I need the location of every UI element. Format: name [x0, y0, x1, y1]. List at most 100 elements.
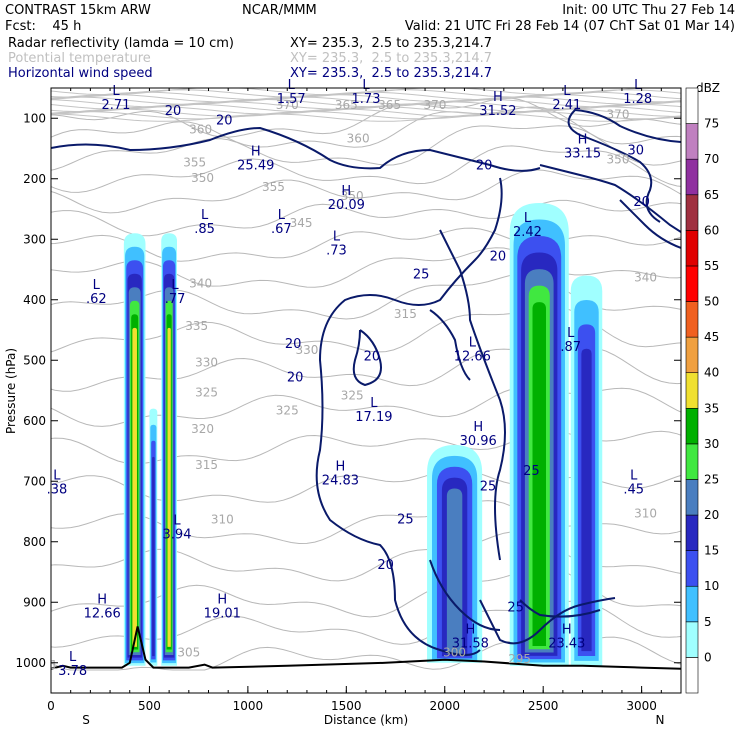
colorbar-level-label: 55	[704, 259, 719, 273]
wind-extremum-value: 1.73	[352, 92, 381, 107]
theta-contour-label: 355	[183, 156, 206, 170]
colorbar-level-label: 30	[704, 437, 719, 451]
wind-extremum-marker: L	[524, 211, 532, 226]
wind-extremum-value: 2.41	[552, 98, 581, 113]
wind-contour-label: 20	[216, 113, 233, 128]
colorbar-level-label: 40	[704, 366, 719, 380]
wind-extremum-value: .45	[623, 482, 644, 497]
wind-speed-contour-line	[439, 229, 506, 561]
theta-upper-contour-line	[51, 111, 681, 120]
y-tick-label: 700	[23, 474, 46, 488]
y-tick-label: 800	[23, 535, 46, 549]
wind-extremum-value: 12.66	[84, 606, 121, 621]
colorbar-swatch	[685, 621, 699, 658]
wind-extremum-marker: L	[173, 514, 181, 529]
colorbar-level-label: 10	[704, 579, 719, 593]
wind-speed-contour-line	[429, 559, 501, 631]
y-tick-label: 1000	[15, 656, 46, 670]
wind-contour-label: 25	[523, 464, 540, 479]
contour-labels: 370 365 365 3703703603603553503553503453503…	[47, 78, 657, 679]
y-axis: 100 200 300 400 500 600 700 800 900 1000	[15, 111, 681, 670]
x-axis-left-end-label: S	[82, 713, 90, 727]
wind-extremum-value: 20.09	[328, 198, 365, 213]
wind-extremum-value: 1.57	[277, 92, 306, 107]
wind-extremum-value: 1.28	[623, 92, 652, 107]
colorbar-level-label: 35	[704, 401, 719, 415]
colorbar-swatch	[685, 657, 699, 694]
y-tick-label: 600	[23, 414, 46, 428]
wind-extremum-marker: L	[53, 468, 61, 483]
header-valid-time: Valid: 21 UTC Fri 28 Feb 14 (07 ChT Sat …	[405, 19, 735, 34]
wind-extremum-marker: L	[333, 229, 341, 244]
colorbar-swatch	[685, 87, 699, 124]
theta-contour-line	[51, 169, 681, 214]
colorbar-swatch	[685, 123, 699, 160]
wind-extremum-marker: H	[336, 459, 346, 474]
y-tick-label: 900	[23, 595, 46, 609]
wind-contour-label: 20	[285, 337, 302, 352]
colorbar-swatch	[685, 336, 699, 374]
wind-extremum-value: 12.66	[454, 349, 491, 364]
theta-contour-label: 350	[607, 153, 630, 167]
theta-contour-label: 360	[189, 122, 212, 136]
reflectivity-cell-level	[532, 302, 546, 646]
theta-contour-label: 305	[177, 646, 200, 660]
theta-contour-label: 350	[191, 171, 214, 185]
wind-extremum-value: 19.01	[204, 606, 241, 621]
theta-contour-label: 295	[508, 652, 531, 666]
wind-extremum-marker: L	[469, 335, 477, 350]
theta-contour-line	[51, 97, 681, 138]
theta-contour-label: 315	[195, 458, 218, 472]
wind-extremum-marker: L	[288, 78, 296, 93]
colorbar-level-label: 25	[704, 472, 719, 486]
x-tick-label: 500	[138, 699, 161, 713]
wind-extremum-value: .85	[194, 222, 215, 237]
colorbar-swatch	[685, 301, 699, 338]
x-tick-label: 2000	[429, 699, 460, 713]
wind-extremum-value: .77	[165, 292, 186, 307]
theta-contour-line	[51, 199, 681, 237]
wind-extremum-marker: L	[370, 396, 378, 411]
wind-extremum-value: .67	[271, 222, 292, 237]
header-forecast-hour: Fcst: 45 h	[5, 19, 81, 34]
y-tick-label: 100	[23, 111, 46, 125]
reflectivity-cell-level	[152, 456, 155, 657]
wind-extremum-marker: L	[278, 208, 286, 223]
wind-speed-contour-line	[429, 309, 471, 381]
terrain-profile	[51, 626, 681, 670]
wind-extremum-marker: L	[567, 326, 575, 341]
colorbar-level-label: 45	[704, 330, 719, 344]
colorbar-swatch	[685, 194, 699, 231]
wind-speed-contour-line	[479, 597, 616, 645]
wind-extremum-value: 24.83	[322, 473, 359, 488]
wind-speed-contour-line	[315, 177, 503, 656]
wind-contour-label: 20	[476, 159, 493, 174]
colorbar-swatch	[685, 550, 699, 587]
wind-extremum-value: 3.94	[163, 528, 192, 543]
wind-extremum-marker: H	[97, 592, 107, 607]
wind-extremum-marker: L	[112, 84, 120, 99]
wind-extremum-marker: L	[69, 650, 77, 665]
wind-extremum-marker: H	[493, 90, 503, 105]
field-name-wind-speed: Horizontal wind speed	[8, 66, 153, 81]
colorbar-level-label: 50	[704, 295, 719, 309]
header-organization: NCAR/MMM	[242, 3, 317, 18]
wind-contour-label: 25	[397, 513, 414, 528]
colorbar: dBZ 0 5 10 15 20 25 30 35 40 45 50 55 60 65 70 75	[685, 81, 720, 694]
wind-extremum-marker: L	[563, 84, 571, 99]
colorbar-level-label: 5	[704, 615, 712, 629]
field-xy-wind-speed: XY= 235.3, 2.5 to 235.3,214.7	[290, 66, 492, 81]
theta-contour-label: 340	[189, 277, 212, 291]
y-tick-label: 400	[23, 293, 46, 307]
colorbar-swatch	[685, 265, 699, 302]
x-tick-label: 3000	[626, 699, 657, 713]
theta-contour-label: 370	[423, 98, 446, 112]
colorbar-level-label: 60	[704, 223, 719, 237]
header-init-time: Init: 00 UTC Thu 27 Feb 14	[562, 3, 735, 18]
theta-contour-label: 330	[295, 343, 318, 357]
colorbar-swatch	[685, 479, 699, 516]
x-axis: 0 500 1000 1500 2000 2500 3000	[47, 88, 662, 713]
theta-contour-line	[51, 145, 681, 193]
field-xy-potential-temperature: XY= 235.3, 2.5 to 235.3,214.7	[290, 51, 492, 66]
theta-contour-label: 330	[195, 355, 218, 369]
